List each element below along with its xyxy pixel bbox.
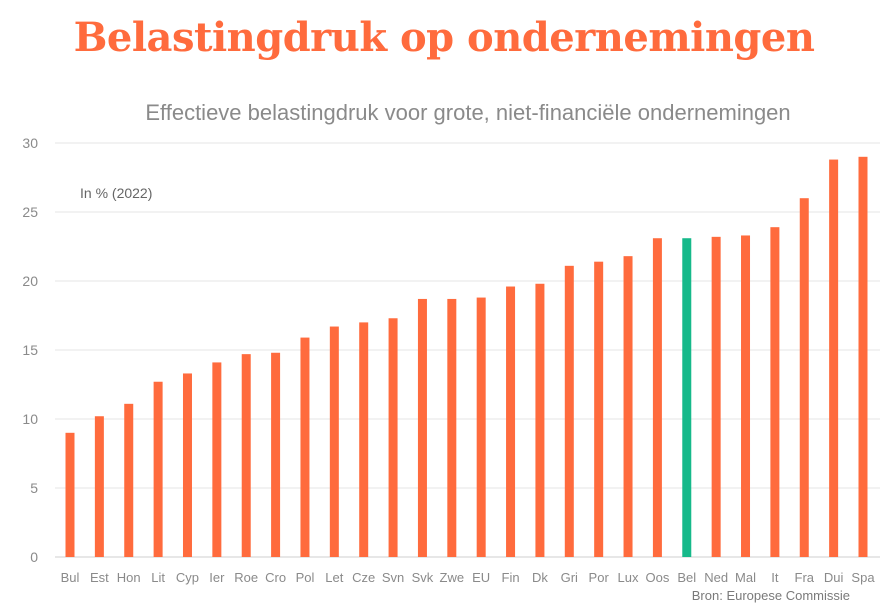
y-tick-label: 25 [22,204,38,220]
x-tick-label: Spa [851,570,875,585]
y-tick-label: 20 [22,273,38,289]
bar-fin [506,286,516,557]
x-tick-label: Hon [117,570,141,585]
bar-oos [652,238,662,557]
bar-dui [829,159,839,557]
bar-it [770,227,780,557]
x-tick-label: Dui [824,570,844,585]
x-tick-label: Lux [618,570,639,585]
x-tick-label: Por [589,570,610,585]
bar-bul [65,432,75,557]
x-tick-label: Ier [209,570,225,585]
y-axis-ticks: 0 5 10 15 20 25 30 [22,135,38,565]
bar-ier [212,362,222,557]
x-tick-label: Fra [795,570,815,585]
bar-mal [741,235,751,557]
x-tick-label: EU [472,570,490,585]
bars [65,156,868,558]
x-tick-label: Let [325,570,343,585]
bar-pol [300,337,310,557]
x-tick-label: Mal [735,570,756,585]
bar-spa [858,156,868,558]
x-tick-label: Svn [382,570,404,585]
bar-eu [476,297,486,557]
bar-lit [153,381,163,557]
bar-hon [124,403,134,557]
bar-cze [359,322,369,557]
chart-subtitle: Effectieve belastingdruk voor grote, nie… [145,100,791,125]
y-tick-label: 15 [22,342,38,358]
x-tick-label: Svk [412,570,434,585]
y-tick-label: 10 [22,411,38,427]
x-axis-ticks: Bul Est Hon Lit Cyp Ier Roe Cro Pol Let Cze Svn Svk Z… [61,570,876,585]
bar-zwe [447,298,457,557]
bar-roe [241,354,251,557]
x-tick-label: Fin [502,570,520,585]
gridlines [55,142,880,558]
x-tick-label: Ned [704,570,728,585]
bar-dk [535,283,545,557]
bar-est [94,416,104,557]
x-tick-label: Cro [265,570,286,585]
x-tick-label: Cze [352,570,375,585]
bar-let [329,326,339,557]
x-tick-label: Zwe [440,570,465,585]
x-tick-label: Gri [561,570,578,585]
x-tick-label: Oos [645,570,669,585]
bar-bel [682,238,692,557]
bar-cyp [182,373,192,557]
bar-svk [417,298,427,557]
x-tick-label: Roe [234,570,258,585]
x-tick-label: Bul [61,570,80,585]
bar-svn [388,318,398,557]
bar-cro [271,352,281,557]
bar-lux [623,256,633,557]
bar-fra [799,198,809,557]
x-tick-label: It [771,570,779,585]
x-tick-label: Lit [151,570,165,585]
x-tick-label: Est [90,570,109,585]
bar-por [594,261,604,557]
x-tick-label: Bel [677,570,696,585]
y-tick-label: 30 [22,135,38,151]
x-tick-label: Pol [296,570,315,585]
chart-title: Belastingdruk op ondernemingen [73,14,815,61]
x-tick-label: Cyp [176,570,199,585]
x-tick-label: Dk [532,570,548,585]
bar-ned [711,236,721,557]
unit-label: In % (2022) [80,185,152,201]
source-note: Bron: Europese Commissie [691,588,850,603]
bar-gri [564,265,574,557]
y-tick-label: 5 [30,480,38,496]
y-tick-label: 0 [30,549,38,565]
